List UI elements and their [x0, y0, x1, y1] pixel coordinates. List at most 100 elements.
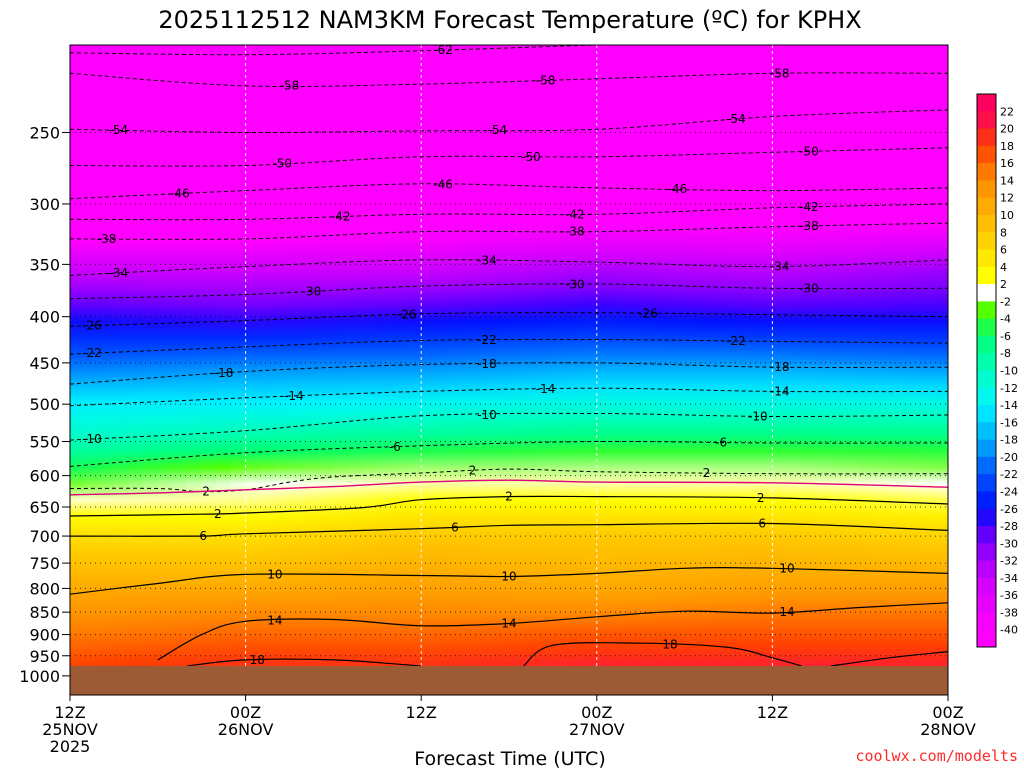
field-overlays: [70, 45, 948, 695]
colorbar-label: 2: [1000, 278, 1007, 291]
contour-label: -22: [726, 334, 746, 348]
colorbar-label: -8: [1000, 347, 1011, 360]
y-tick-label: 850: [29, 603, 60, 622]
contour-label: 10: [267, 568, 282, 582]
contour-line: [70, 222, 948, 240]
contour-label: -26: [82, 319, 102, 333]
field-column: [830, 45, 847, 695]
contour-label: -18: [770, 360, 790, 374]
field-column: [494, 45, 510, 695]
contour-label: -54: [726, 112, 746, 126]
contour-label: 6: [199, 529, 207, 543]
field-column: [333, 45, 349, 695]
y-tick-label: 950: [29, 647, 60, 666]
x-tick-label: 12Z: [757, 703, 788, 722]
colorbar-segment: [977, 335, 996, 354]
y-tick-label: 450: [29, 354, 60, 373]
contour-label: -50: [521, 150, 541, 164]
contour-layer: -62-58 -58-58-54 -54-54-50 -50 -50-46-46 -46-…: [70, 45, 948, 667]
field-column: [99, 45, 115, 695]
contour-label: -14: [536, 382, 556, 396]
contour-line: [70, 259, 948, 276]
field-column: [669, 45, 686, 695]
x-tick-label: 00Z: [932, 703, 963, 722]
colorbar-label: 6: [1000, 244, 1007, 257]
field-column: [640, 45, 656, 695]
contour-line: [70, 387, 948, 407]
y-tick-label: 700: [29, 527, 60, 546]
contour-label: 18: [250, 653, 265, 667]
contour-label: 6: [758, 517, 766, 531]
colorbar-label: -22: [1000, 468, 1018, 481]
field-column: [523, 45, 539, 695]
field-column: [245, 45, 261, 695]
contour-label: 18: [662, 638, 677, 652]
y-tick-label: 400: [29, 308, 60, 327]
field-column: [626, 45, 642, 695]
contour-line: [157, 602, 948, 661]
contour-line: [830, 651, 948, 667]
colorbar-label: -20: [1000, 451, 1018, 464]
field-column: [611, 45, 627, 695]
colorbar-label: -12: [1000, 382, 1018, 395]
colorbar-label: -6: [1000, 330, 1011, 343]
contour-label: -30: [565, 277, 585, 291]
field-column: [684, 45, 700, 695]
contour-line: [70, 312, 948, 327]
field-column: [655, 45, 671, 695]
field-column: [157, 45, 174, 695]
contour-line: [70, 183, 948, 200]
field-column: [933, 45, 948, 695]
contour-label: -58: [280, 79, 300, 93]
colorbar-label: 8: [1000, 226, 1007, 239]
colorbar-segment: [977, 387, 996, 406]
contour-label: 2: [505, 490, 513, 504]
contour-label: 2: [214, 507, 222, 521]
field-column: [465, 45, 481, 695]
field-column: [143, 45, 159, 695]
colorbar-segment: [977, 456, 996, 475]
colorbar-label: -30: [1000, 537, 1018, 550]
colorbar-segment: [977, 405, 996, 423]
contour-label: -18: [477, 357, 497, 371]
y-tick-label: 1000: [19, 667, 60, 686]
field-column: [509, 45, 525, 695]
colorbar-segment: [977, 284, 996, 302]
x-tick-label: 28NOV: [920, 720, 976, 739]
contour-label: -30: [799, 281, 819, 295]
colorbar-label: -16: [1000, 416, 1018, 429]
contour-label: -54: [487, 123, 507, 137]
contour-label: 2: [703, 466, 711, 480]
colorbar-segment: [977, 128, 996, 147]
contour-label: -10: [82, 432, 102, 446]
colorbar-label: 20: [1000, 123, 1014, 136]
y-tick-label: 500: [29, 395, 60, 414]
colorbar-segment: [977, 474, 996, 492]
credit-link[interactable]: coolwx.com/modelts: [855, 747, 1018, 765]
colorbar-segment: [977, 353, 996, 371]
colorbar-segment: [977, 526, 996, 544]
contour-label: -6: [389, 440, 401, 454]
colorbar-label: 22: [1000, 105, 1014, 118]
field-column: [304, 45, 320, 695]
field-column: [582, 45, 598, 695]
contour-line: [70, 495, 948, 517]
plot-frame: [69, 44, 949, 696]
field-column: [172, 45, 188, 695]
contour-label: 14: [501, 617, 516, 631]
colorbar-segment: [977, 163, 996, 181]
colorbar-segment: [977, 439, 996, 458]
colorbar-label: -24: [1000, 486, 1018, 499]
field-column: [743, 45, 759, 695]
field-column: [538, 45, 554, 695]
contour-label: -18: [214, 366, 234, 380]
colorbar-label: -18: [1000, 434, 1018, 447]
contour-line: [70, 147, 948, 167]
contour-label: -54: [108, 123, 128, 137]
contour-label: -58: [536, 73, 556, 87]
contour-line: [70, 479, 948, 496]
field-column: [201, 45, 217, 695]
colorbar-label: -28: [1000, 520, 1018, 533]
colorbar-segment: [977, 318, 996, 337]
field-column: [450, 45, 466, 695]
